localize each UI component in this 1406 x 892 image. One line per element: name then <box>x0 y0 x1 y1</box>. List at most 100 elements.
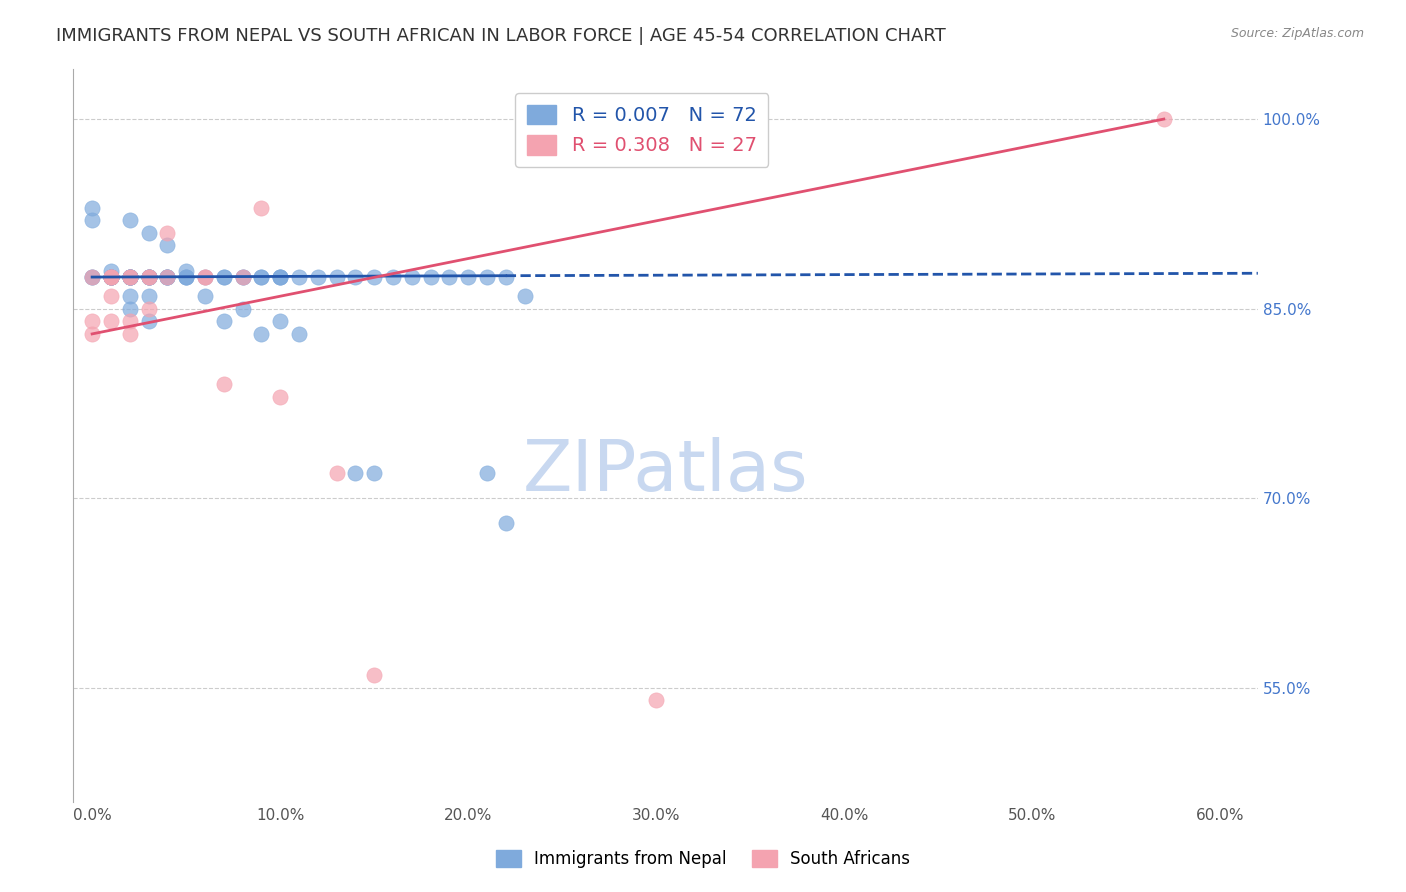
Point <box>100 270 122 285</box>
Point <box>363 668 385 682</box>
Point <box>363 270 385 285</box>
Point <box>269 270 291 285</box>
Point <box>138 270 160 285</box>
Point <box>250 270 273 285</box>
Point <box>194 270 217 285</box>
Point <box>174 264 197 278</box>
Point <box>118 270 141 285</box>
Point <box>118 270 141 285</box>
Point <box>100 270 122 285</box>
Point <box>100 264 122 278</box>
Point <box>325 466 347 480</box>
Point <box>174 270 197 285</box>
Point <box>118 213 141 227</box>
Point <box>250 326 273 341</box>
Point <box>232 270 254 285</box>
Point <box>344 270 367 285</box>
Point <box>82 270 104 285</box>
Point <box>82 314 104 328</box>
Point <box>100 270 122 285</box>
Point <box>82 270 104 285</box>
Point <box>118 270 141 285</box>
Point <box>118 270 141 285</box>
Point <box>307 270 329 285</box>
Point <box>401 270 423 285</box>
Point <box>325 270 347 285</box>
Point <box>495 516 517 531</box>
Point <box>174 270 197 285</box>
Point <box>645 693 668 707</box>
Point <box>138 270 160 285</box>
Legend: R = 0.007   N = 72, R = 0.308   N = 27: R = 0.007 N = 72, R = 0.308 N = 27 <box>516 93 769 167</box>
Point <box>100 289 122 303</box>
Point <box>288 326 311 341</box>
Point <box>82 201 104 215</box>
Point <box>363 466 385 480</box>
Point <box>118 270 141 285</box>
Point <box>138 270 160 285</box>
Point <box>381 270 404 285</box>
Point <box>118 301 141 316</box>
Point <box>269 270 291 285</box>
Point <box>138 289 160 303</box>
Point <box>156 270 179 285</box>
Point <box>100 270 122 285</box>
Point <box>232 270 254 285</box>
Point <box>194 270 217 285</box>
Point <box>232 301 254 316</box>
Point <box>156 270 179 285</box>
Point <box>118 270 141 285</box>
Point <box>439 270 461 285</box>
Point <box>118 289 141 303</box>
Point <box>212 314 235 328</box>
Text: IMMIGRANTS FROM NEPAL VS SOUTH AFRICAN IN LABOR FORCE | AGE 45-54 CORRELATION CH: IMMIGRANTS FROM NEPAL VS SOUTH AFRICAN I… <box>56 27 946 45</box>
Point <box>174 270 197 285</box>
Point <box>100 270 122 285</box>
Point <box>118 270 141 285</box>
Point <box>344 466 367 480</box>
Point <box>118 270 141 285</box>
Text: Source: ZipAtlas.com: Source: ZipAtlas.com <box>1230 27 1364 40</box>
Point <box>194 289 217 303</box>
Point <box>156 270 179 285</box>
Point <box>100 270 122 285</box>
Point <box>156 270 179 285</box>
Point <box>269 314 291 328</box>
Point <box>118 270 141 285</box>
Point <box>156 226 179 240</box>
Point <box>212 270 235 285</box>
Point <box>138 270 160 285</box>
Text: ZIPatlas: ZIPatlas <box>523 437 808 506</box>
Point <box>475 270 498 285</box>
Legend: Immigrants from Nepal, South Africans: Immigrants from Nepal, South Africans <box>489 843 917 875</box>
Point <box>138 314 160 328</box>
Point <box>100 270 122 285</box>
Point <box>82 213 104 227</box>
Point <box>138 270 160 285</box>
Point <box>495 270 517 285</box>
Point <box>250 270 273 285</box>
Point <box>82 270 104 285</box>
Point <box>138 270 160 285</box>
Point <box>212 377 235 392</box>
Point <box>419 270 441 285</box>
Point <box>156 270 179 285</box>
Point <box>118 314 141 328</box>
Point <box>269 270 291 285</box>
Point <box>100 270 122 285</box>
Point <box>100 270 122 285</box>
Point <box>212 270 235 285</box>
Point <box>288 270 311 285</box>
Point <box>100 270 122 285</box>
Point <box>1153 112 1175 126</box>
Point <box>138 270 160 285</box>
Point <box>138 301 160 316</box>
Point <box>118 326 141 341</box>
Point <box>156 238 179 252</box>
Point <box>513 289 536 303</box>
Point <box>138 226 160 240</box>
Point <box>82 326 104 341</box>
Point <box>232 270 254 285</box>
Point <box>100 314 122 328</box>
Point <box>250 201 273 215</box>
